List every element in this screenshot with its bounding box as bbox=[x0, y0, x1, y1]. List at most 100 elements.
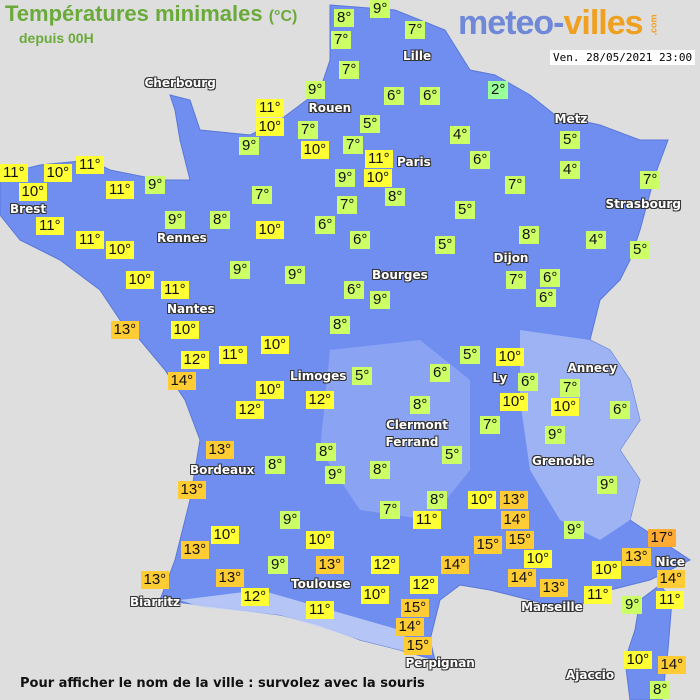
temperature-marker[interactable]: 10° bbox=[467, 491, 497, 509]
temperature-marker[interactable]: 11° bbox=[76, 156, 104, 174]
temperature-marker[interactable]: 7° bbox=[380, 501, 401, 519]
temperature-marker[interactable]: 10° bbox=[550, 398, 580, 416]
temperature-marker[interactable]: 10° bbox=[18, 183, 48, 202]
temperature-marker[interactable]: 10° bbox=[623, 651, 653, 669]
temperature-marker[interactable]: 5° bbox=[352, 367, 373, 385]
temperature-marker[interactable]: 7° bbox=[506, 271, 527, 289]
temperature-marker[interactable]: 7° bbox=[505, 176, 526, 194]
temperature-marker[interactable]: 11° bbox=[36, 217, 64, 236]
temperature-marker[interactable]: 9° bbox=[280, 511, 301, 529]
temperature-marker[interactable]: 14° bbox=[657, 656, 687, 674]
temperature-marker[interactable]: 8° bbox=[650, 681, 671, 699]
meteo-villes-logo[interactable]: meteo-villes .com bbox=[458, 4, 664, 43]
temperature-marker[interactable]: 10° bbox=[105, 241, 135, 259]
temperature-marker[interactable]: 10° bbox=[495, 348, 525, 366]
temperature-marker[interactable]: 13° bbox=[140, 571, 170, 589]
temperature-marker[interactable]: 6° bbox=[610, 401, 631, 419]
temperature-marker[interactable]: 13° bbox=[315, 556, 345, 574]
temperature-marker[interactable]: 10° bbox=[125, 271, 155, 289]
temperature-marker[interactable]: 8° bbox=[210, 211, 231, 229]
temperature-marker[interactable]: 8° bbox=[334, 9, 355, 27]
temperature-marker[interactable]: 5° bbox=[630, 241, 651, 259]
temperature-marker[interactable]: 11° bbox=[306, 601, 334, 619]
temperature-marker[interactable]: 14° bbox=[500, 511, 530, 529]
temperature-marker[interactable]: 7° bbox=[339, 61, 360, 79]
temperature-marker[interactable]: 10° bbox=[260, 336, 290, 354]
temperature-marker[interactable]: 10° bbox=[592, 561, 621, 579]
temperature-marker[interactable]: 6° bbox=[470, 151, 491, 169]
temperature-marker[interactable]: 6° bbox=[420, 87, 441, 105]
temperature-marker[interactable]: 6° bbox=[315, 216, 336, 234]
temperature-marker[interactable]: 4° bbox=[560, 161, 581, 179]
temperature-marker[interactable]: 11° bbox=[656, 591, 684, 609]
temperature-marker[interactable]: 10° bbox=[255, 118, 285, 136]
temperature-marker[interactable]: 7° bbox=[337, 196, 358, 214]
temperature-marker[interactable]: 13° bbox=[215, 569, 245, 587]
temperature-marker[interactable]: 6° bbox=[518, 373, 539, 391]
temperature-marker[interactable]: 11° bbox=[256, 99, 284, 117]
temperature-marker[interactable]: 10° bbox=[523, 549, 553, 568]
temperature-marker[interactable]: 7° bbox=[640, 171, 661, 189]
temperature-marker[interactable]: 9° bbox=[230, 261, 251, 279]
temperature-marker[interactable]: 12° bbox=[409, 576, 439, 594]
temperature-marker[interactable]: 15° bbox=[403, 637, 433, 656]
temperature-marker[interactable]: 10° bbox=[255, 381, 285, 399]
temperature-marker[interactable]: 5° bbox=[460, 346, 481, 364]
temperature-marker[interactable]: 9° bbox=[545, 426, 566, 444]
temperature-marker[interactable]: 8° bbox=[370, 461, 391, 479]
temperature-marker[interactable]: 9° bbox=[268, 556, 289, 574]
temperature-marker[interactable]: 10° bbox=[363, 169, 393, 187]
temperature-marker[interactable]: 10° bbox=[499, 393, 529, 411]
temperature-marker[interactable]: 12° bbox=[235, 401, 265, 419]
temperature-marker[interactable]: 5° bbox=[435, 236, 456, 254]
temperature-marker[interactable]: 8° bbox=[316, 443, 337, 461]
temperature-marker[interactable]: 14° bbox=[440, 556, 470, 574]
temperature-marker[interactable]: 5° bbox=[360, 115, 381, 133]
temperature-marker[interactable]: 5° bbox=[560, 131, 581, 149]
temperature-marker[interactable]: 5° bbox=[455, 201, 476, 219]
temperature-marker[interactable]: 9° bbox=[305, 81, 326, 99]
temperature-marker[interactable]: 7° bbox=[252, 186, 273, 204]
temperature-marker[interactable]: 11° bbox=[161, 281, 189, 299]
temperature-marker[interactable]: 9° bbox=[285, 266, 306, 284]
temperature-marker[interactable]: 8° bbox=[519, 226, 540, 244]
temperature-marker[interactable]: 8° bbox=[265, 456, 286, 474]
temperature-marker[interactable]: 7° bbox=[560, 379, 581, 397]
temperature-marker[interactable]: 9° bbox=[622, 596, 643, 614]
temperature-marker[interactable]: 11° bbox=[584, 586, 612, 604]
temperature-marker[interactable]: 13° bbox=[177, 481, 207, 499]
temperature-marker[interactable]: 12° bbox=[240, 588, 270, 606]
temperature-marker[interactable]: 6° bbox=[344, 281, 365, 299]
temperature-marker[interactable]: 10° bbox=[360, 586, 390, 604]
temperature-marker[interactable]: 8° bbox=[385, 188, 406, 206]
temperature-marker[interactable]: 9° bbox=[597, 476, 618, 494]
temperature-marker[interactable]: 13° bbox=[110, 321, 140, 339]
temperature-marker[interactable]: 8° bbox=[427, 491, 448, 509]
temperature-marker[interactable]: 10° bbox=[255, 221, 285, 239]
temperature-marker[interactable]: 11° bbox=[106, 181, 134, 199]
temperature-marker[interactable]: 15° bbox=[473, 536, 503, 554]
temperature-marker[interactable]: 6° bbox=[384, 87, 405, 105]
temperature-marker[interactable]: 11° bbox=[0, 164, 28, 183]
temperature-marker[interactable]: 14° bbox=[507, 569, 537, 587]
temperature-marker[interactable]: 10° bbox=[305, 531, 335, 549]
temperature-marker[interactable]: 6° bbox=[540, 269, 561, 287]
temperature-marker[interactable]: 15° bbox=[505, 530, 535, 549]
temperature-marker[interactable]: 11° bbox=[219, 346, 247, 364]
temperature-marker[interactable]: 6° bbox=[430, 364, 451, 382]
temperature-marker[interactable]: 8° bbox=[410, 396, 431, 414]
temperature-marker[interactable]: 13° bbox=[180, 541, 210, 559]
temperature-marker[interactable]: 9° bbox=[145, 176, 166, 194]
temperature-marker[interactable]: 10° bbox=[170, 321, 200, 339]
temperature-marker[interactable]: 10° bbox=[43, 164, 73, 183]
temperature-marker[interactable]: 17° bbox=[647, 529, 677, 547]
temperature-marker[interactable]: 12° bbox=[180, 351, 210, 369]
temperature-marker[interactable]: 10° bbox=[300, 141, 330, 159]
temperature-marker[interactable]: 9° bbox=[370, 0, 391, 18]
temperature-marker[interactable]: 13° bbox=[499, 491, 529, 509]
temperature-marker[interactable]: 4° bbox=[586, 231, 607, 249]
temperature-marker[interactable]: 4° bbox=[450, 126, 471, 144]
temperature-marker[interactable]: 13° bbox=[622, 548, 651, 566]
temperature-marker[interactable]: 7° bbox=[331, 31, 352, 49]
temperature-marker[interactable]: 9° bbox=[325, 466, 346, 484]
